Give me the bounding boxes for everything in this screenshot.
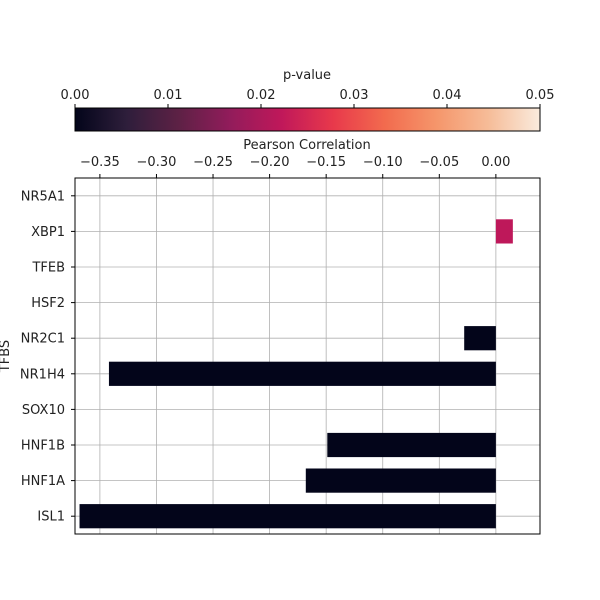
colorbar-tick-label: 0.03 — [340, 88, 369, 103]
x-tick-label: −0.10 — [363, 155, 403, 170]
colorbar-tick-label: 0.05 — [526, 88, 555, 103]
x-tick-label: −0.25 — [193, 155, 233, 170]
x-tick-label: −0.30 — [137, 155, 177, 170]
plot-area-frame — [74, 177, 541, 535]
x-tick-label: −0.35 — [80, 155, 120, 170]
x-tick-label: −0.15 — [306, 155, 346, 170]
x-tick-label: −0.05 — [419, 155, 459, 170]
colorbar-ticks: 0.00 0.01 0.02 0.03 0.04 0.05 — [61, 88, 555, 108]
y-tick-label: TFEB — [31, 261, 65, 276]
bar — [464, 326, 496, 351]
y-tick-label: HNF1A — [21, 474, 65, 489]
x-axis-ticks: −0.35 −0.30 −0.25 −0.20 −0.15 −0.10 −0.05 0.00 — [80, 155, 510, 178]
colorbar-label: p-value — [283, 68, 331, 83]
colorbar-gradient — [74, 107, 541, 132]
x-tick-label: 0.00 — [481, 155, 510, 170]
y-tick-label: SOX10 — [22, 403, 65, 418]
y-tick-label: HSF2 — [31, 296, 65, 311]
y-tick-label: NR2C1 — [21, 332, 65, 347]
x-tick-label: −0.20 — [250, 155, 290, 170]
colorbar-tick-label: 0.00 — [61, 88, 90, 103]
bar — [305, 468, 496, 493]
bar — [79, 504, 496, 529]
colorbar-tick-label: 0.04 — [433, 88, 462, 103]
bar — [108, 361, 496, 386]
colorbar-tick-label: 0.01 — [154, 88, 183, 103]
y-tick-label: NR5A1 — [21, 189, 65, 204]
x-axis-label: Pearson Correlation — [243, 138, 370, 153]
y-tick-label: ISL1 — [37, 510, 65, 525]
y-tick-label: NR1H4 — [20, 367, 65, 382]
y-tick-label: XBP1 — [31, 225, 65, 240]
bar — [327, 432, 496, 458]
bar — [495, 219, 513, 244]
y-tick-label: HNF1B — [21, 439, 65, 454]
bars — [79, 219, 513, 529]
y-axis-label: TFBS — [0, 340, 13, 373]
y-axis-ticks: NR5A1 XBP1 TFEB HSF2 NR2C1 NR1H4 SOX10 HNF1B HNF… — [20, 189, 75, 525]
colorbar-tick-label: 0.02 — [247, 88, 276, 103]
colorbar: p-value 0.00 0.01 0.02 0.03 0.04 0.05 — [61, 68, 555, 132]
